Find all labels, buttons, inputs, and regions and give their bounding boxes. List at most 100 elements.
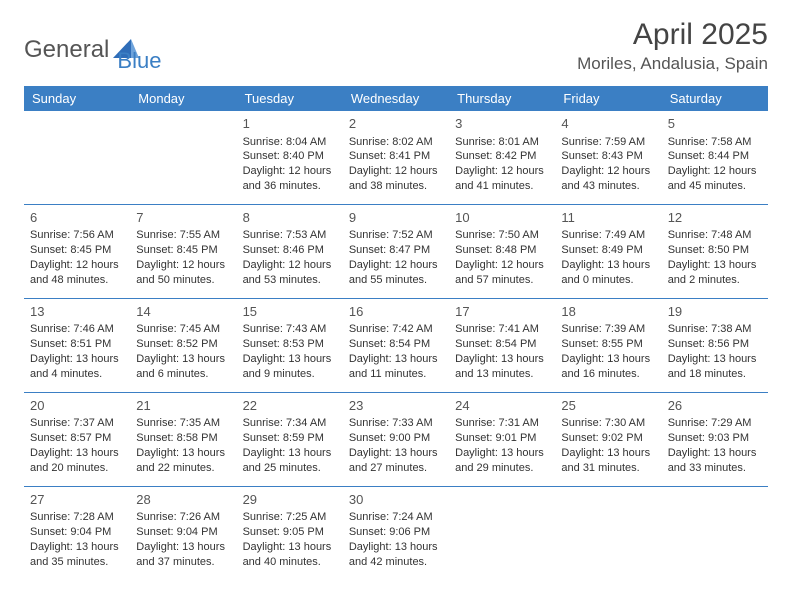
- calendar-cell: 21Sunrise: 7:35 AMSunset: 8:58 PMDayligh…: [130, 392, 236, 486]
- calendar-cell: 27Sunrise: 7:28 AMSunset: 9:04 PMDayligh…: [24, 486, 130, 579]
- calendar-cell: [130, 111, 236, 204]
- calendar-cell: 3Sunrise: 8:01 AMSunset: 8:42 PMDaylight…: [449, 111, 555, 204]
- day-number: 21: [136, 397, 230, 415]
- sunrise-text: Sunrise: 7:26 AM: [136, 510, 230, 525]
- sunrise-text: Sunrise: 7:38 AM: [668, 322, 762, 337]
- calendar-cell: 30Sunrise: 7:24 AMSunset: 9:06 PMDayligh…: [343, 486, 449, 579]
- calendar-cell: 16Sunrise: 7:42 AMSunset: 8:54 PMDayligh…: [343, 298, 449, 392]
- calendar-cell: 14Sunrise: 7:45 AMSunset: 8:52 PMDayligh…: [130, 298, 236, 392]
- day-number: 25: [561, 397, 655, 415]
- daylight-text: Daylight: 13 hours and 9 minutes.: [243, 352, 337, 382]
- calendar-cell: 26Sunrise: 7:29 AMSunset: 9:03 PMDayligh…: [662, 392, 768, 486]
- daylight-text: Daylight: 13 hours and 2 minutes.: [668, 258, 762, 288]
- sunset-text: Sunset: 9:04 PM: [30, 525, 124, 540]
- daylight-text: Daylight: 13 hours and 33 minutes.: [668, 446, 762, 476]
- sunrise-text: Sunrise: 7:46 AM: [30, 322, 124, 337]
- calendar-cell: [555, 486, 661, 579]
- sunrise-text: Sunrise: 8:02 AM: [349, 135, 443, 150]
- sunset-text: Sunset: 8:40 PM: [243, 149, 337, 164]
- calendar-cell: 29Sunrise: 7:25 AMSunset: 9:05 PMDayligh…: [237, 486, 343, 579]
- sunset-text: Sunset: 8:54 PM: [455, 337, 549, 352]
- day-number: 27: [30, 491, 124, 509]
- day-number: 26: [668, 397, 762, 415]
- sunrise-text: Sunrise: 7:42 AM: [349, 322, 443, 337]
- weekday-header: Friday: [555, 86, 661, 111]
- daylight-text: Daylight: 13 hours and 29 minutes.: [455, 446, 549, 476]
- sunset-text: Sunset: 8:46 PM: [243, 243, 337, 258]
- sunrise-text: Sunrise: 7:24 AM: [349, 510, 443, 525]
- sunset-text: Sunset: 8:57 PM: [30, 431, 124, 446]
- day-number: 9: [349, 209, 443, 227]
- calendar-table: Sunday Monday Tuesday Wednesday Thursday…: [24, 86, 768, 580]
- day-number: 11: [561, 209, 655, 227]
- day-number: 5: [668, 115, 762, 133]
- day-number: 29: [243, 491, 337, 509]
- sunrise-text: Sunrise: 7:25 AM: [243, 510, 337, 525]
- day-number: 13: [30, 303, 124, 321]
- sunset-text: Sunset: 8:45 PM: [30, 243, 124, 258]
- calendar-row: 1Sunrise: 8:04 AMSunset: 8:40 PMDaylight…: [24, 111, 768, 204]
- calendar-cell: 20Sunrise: 7:37 AMSunset: 8:57 PMDayligh…: [24, 392, 130, 486]
- brand-part2: Blue: [117, 48, 161, 74]
- calendar-cell: 1Sunrise: 8:04 AMSunset: 8:40 PMDaylight…: [237, 111, 343, 204]
- calendar-cell: 6Sunrise: 7:56 AMSunset: 8:45 PMDaylight…: [24, 204, 130, 298]
- day-number: 10: [455, 209, 549, 227]
- calendar-cell: 4Sunrise: 7:59 AMSunset: 8:43 PMDaylight…: [555, 111, 661, 204]
- calendar-cell: 22Sunrise: 7:34 AMSunset: 8:59 PMDayligh…: [237, 392, 343, 486]
- daylight-text: Daylight: 12 hours and 57 minutes.: [455, 258, 549, 288]
- sunset-text: Sunset: 8:58 PM: [136, 431, 230, 446]
- sunrise-text: Sunrise: 8:04 AM: [243, 135, 337, 150]
- title-block: April 2025 Moriles, Andalusia, Spain: [577, 18, 768, 74]
- sunset-text: Sunset: 9:00 PM: [349, 431, 443, 446]
- header: General Blue April 2025 Moriles, Andalus…: [24, 18, 768, 74]
- day-number: 20: [30, 397, 124, 415]
- calendar-cell: 11Sunrise: 7:49 AMSunset: 8:49 PMDayligh…: [555, 204, 661, 298]
- sunrise-text: Sunrise: 7:43 AM: [243, 322, 337, 337]
- sunset-text: Sunset: 8:53 PM: [243, 337, 337, 352]
- sunrise-text: Sunrise: 7:39 AM: [561, 322, 655, 337]
- calendar-cell: 2Sunrise: 8:02 AMSunset: 8:41 PMDaylight…: [343, 111, 449, 204]
- daylight-text: Daylight: 13 hours and 13 minutes.: [455, 352, 549, 382]
- daylight-text: Daylight: 12 hours and 50 minutes.: [136, 258, 230, 288]
- day-number: 16: [349, 303, 443, 321]
- sunrise-text: Sunrise: 7:30 AM: [561, 416, 655, 431]
- sunset-text: Sunset: 8:42 PM: [455, 149, 549, 164]
- daylight-text: Daylight: 13 hours and 16 minutes.: [561, 352, 655, 382]
- daylight-text: Daylight: 13 hours and 31 minutes.: [561, 446, 655, 476]
- calendar-cell: [449, 486, 555, 579]
- daylight-text: Daylight: 12 hours and 43 minutes.: [561, 164, 655, 194]
- daylight-text: Daylight: 13 hours and 22 minutes.: [136, 446, 230, 476]
- sunset-text: Sunset: 8:44 PM: [668, 149, 762, 164]
- calendar-cell: 28Sunrise: 7:26 AMSunset: 9:04 PMDayligh…: [130, 486, 236, 579]
- calendar-cell: 23Sunrise: 7:33 AMSunset: 9:00 PMDayligh…: [343, 392, 449, 486]
- calendar-cell: 10Sunrise: 7:50 AMSunset: 8:48 PMDayligh…: [449, 204, 555, 298]
- sunset-text: Sunset: 8:56 PM: [668, 337, 762, 352]
- weekday-header: Saturday: [662, 86, 768, 111]
- sunrise-text: Sunrise: 7:48 AM: [668, 228, 762, 243]
- daylight-text: Daylight: 13 hours and 20 minutes.: [30, 446, 124, 476]
- weekday-header: Sunday: [24, 86, 130, 111]
- day-number: 6: [30, 209, 124, 227]
- calendar-cell: 8Sunrise: 7:53 AMSunset: 8:46 PMDaylight…: [237, 204, 343, 298]
- sunrise-text: Sunrise: 7:56 AM: [30, 228, 124, 243]
- weekday-header-row: Sunday Monday Tuesday Wednesday Thursday…: [24, 86, 768, 111]
- sunrise-text: Sunrise: 7:34 AM: [243, 416, 337, 431]
- sunrise-text: Sunrise: 7:45 AM: [136, 322, 230, 337]
- calendar-cell: [24, 111, 130, 204]
- sunset-text: Sunset: 8:49 PM: [561, 243, 655, 258]
- daylight-text: Daylight: 13 hours and 11 minutes.: [349, 352, 443, 382]
- daylight-text: Daylight: 12 hours and 36 minutes.: [243, 164, 337, 194]
- day-number: 8: [243, 209, 337, 227]
- sunset-text: Sunset: 8:47 PM: [349, 243, 443, 258]
- day-number: 7: [136, 209, 230, 227]
- sunset-text: Sunset: 9:02 PM: [561, 431, 655, 446]
- daylight-text: Daylight: 12 hours and 48 minutes.: [30, 258, 124, 288]
- day-number: 23: [349, 397, 443, 415]
- location-text: Moriles, Andalusia, Spain: [577, 54, 768, 74]
- sunrise-text: Sunrise: 7:49 AM: [561, 228, 655, 243]
- calendar-cell: 7Sunrise: 7:55 AMSunset: 8:45 PMDaylight…: [130, 204, 236, 298]
- sunset-text: Sunset: 8:59 PM: [243, 431, 337, 446]
- calendar-row: 13Sunrise: 7:46 AMSunset: 8:51 PMDayligh…: [24, 298, 768, 392]
- daylight-text: Daylight: 13 hours and 25 minutes.: [243, 446, 337, 476]
- weekday-header: Tuesday: [237, 86, 343, 111]
